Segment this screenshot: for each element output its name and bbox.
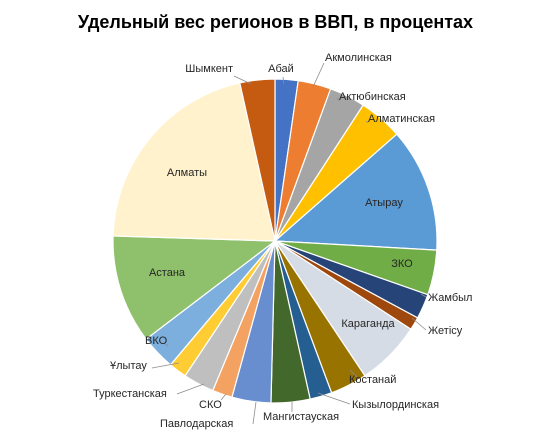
leader-line-3 (336, 97, 340, 102)
slice-label-10: Костанай (349, 374, 396, 386)
slice-label-5: Атырау (365, 197, 403, 209)
slice-label-1: Абай (268, 63, 294, 75)
slice-label-6: ЗКО (391, 258, 413, 270)
slice-label-8: Жетісу (428, 325, 463, 337)
slice-label-18: Астана (149, 267, 186, 279)
slice-label-12: Мангистауская (263, 411, 339, 423)
slice-label-13: Павлодарская (160, 418, 233, 430)
slice-label-20: Шымкент (185, 63, 233, 75)
chart-title: Удельный вес регионов в ВВП, в процентах (77, 12, 474, 32)
slice-label-9: Караганда (341, 318, 395, 330)
pie-slice-5 (273, 133, 438, 251)
leader-line-1 (282, 76, 285, 85)
leader-line-15 (176, 383, 205, 395)
slice-label-2: Акмолинская (325, 52, 392, 64)
slice-label-11: Кызылординская (352, 399, 439, 411)
leader-line-11 (317, 392, 351, 405)
slice-label-15: Туркестанская (93, 388, 167, 400)
leader-line-20 (233, 75, 252, 85)
leader-line-10 (349, 369, 358, 378)
slice-label-16: Ұлытау (110, 360, 147, 372)
slice-label-7: Жамбыл (428, 292, 472, 304)
pie-slice-20 (239, 78, 276, 242)
slice-label-17: ВКО (145, 335, 168, 347)
slice-label-3: Актюбинская (339, 91, 406, 103)
leader-line-8 (411, 317, 427, 331)
leader-line-4 (365, 120, 369, 124)
pie-slice-18 (112, 235, 277, 340)
leader-line-13 (252, 401, 257, 425)
slice-label-14: СКО (199, 399, 222, 411)
leader-line-16 (151, 362, 180, 369)
leader-line-7 (420, 293, 427, 298)
leader-line-17 (163, 342, 169, 347)
slice-label-19: Алматы (167, 167, 207, 179)
leader-line-14 (220, 393, 227, 401)
leader-line-2 (312, 62, 325, 88)
slice-label-4: Алматинская (368, 113, 435, 125)
pie-slice-19 (112, 82, 276, 242)
